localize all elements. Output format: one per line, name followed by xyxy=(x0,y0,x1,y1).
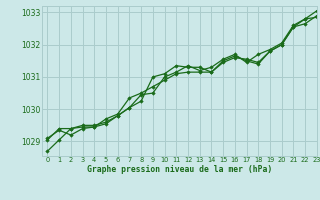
X-axis label: Graphe pression niveau de la mer (hPa): Graphe pression niveau de la mer (hPa) xyxy=(87,165,272,174)
